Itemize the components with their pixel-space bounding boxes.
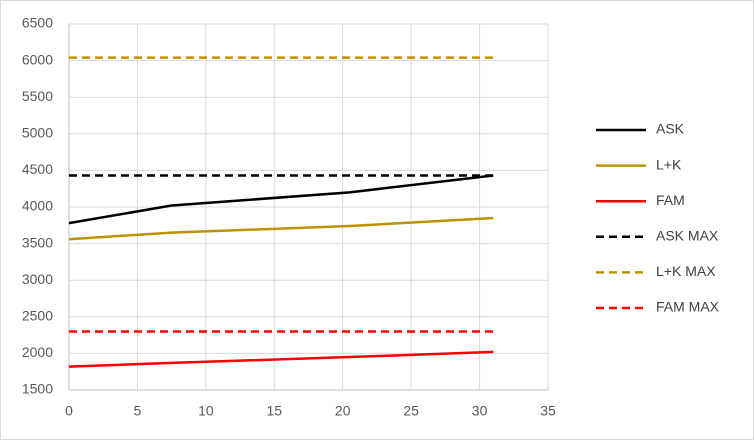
x-tick-label: 25 bbox=[403, 403, 419, 419]
legend-label: L+K bbox=[656, 156, 682, 172]
y-tick-label: 5000 bbox=[22, 125, 53, 141]
x-tick-label: 5 bbox=[134, 403, 142, 419]
legend-label: ASK bbox=[656, 121, 685, 137]
series-line bbox=[68, 216, 494, 241]
legend-label: L+K MAX bbox=[656, 263, 716, 279]
y-tick-label: 5500 bbox=[22, 88, 53, 104]
legend-label: ASK MAX bbox=[656, 228, 719, 244]
y-tick-label: 6500 bbox=[22, 15, 53, 31]
y-tick-label: 1500 bbox=[22, 381, 53, 397]
y-tick-label: 4000 bbox=[22, 198, 53, 214]
x-tick-label: 30 bbox=[472, 403, 488, 419]
y-tick-label: 2000 bbox=[22, 344, 53, 360]
legend: ASK L+K FAM ASK MAX L+K MAX FAM MAX bbox=[596, 121, 720, 315]
x-tick-label: 35 bbox=[540, 403, 556, 419]
x-tick-label: 0 bbox=[65, 403, 73, 419]
x-tick-label: 15 bbox=[266, 403, 282, 419]
y-tick-label: 3500 bbox=[22, 234, 53, 250]
series-line bbox=[68, 174, 494, 225]
y-tick-label: 4500 bbox=[22, 161, 53, 177]
legend-label: FAM MAX bbox=[656, 299, 720, 315]
series-line bbox=[68, 350, 494, 368]
legend-label: FAM bbox=[656, 192, 685, 208]
y-tick-label: 6000 bbox=[22, 51, 53, 67]
x-tick-label: 10 bbox=[198, 403, 214, 419]
y-tick-label: 3000 bbox=[22, 271, 53, 287]
x-tick-label: 20 bbox=[335, 403, 351, 419]
y-tick-label: 2500 bbox=[22, 308, 53, 324]
